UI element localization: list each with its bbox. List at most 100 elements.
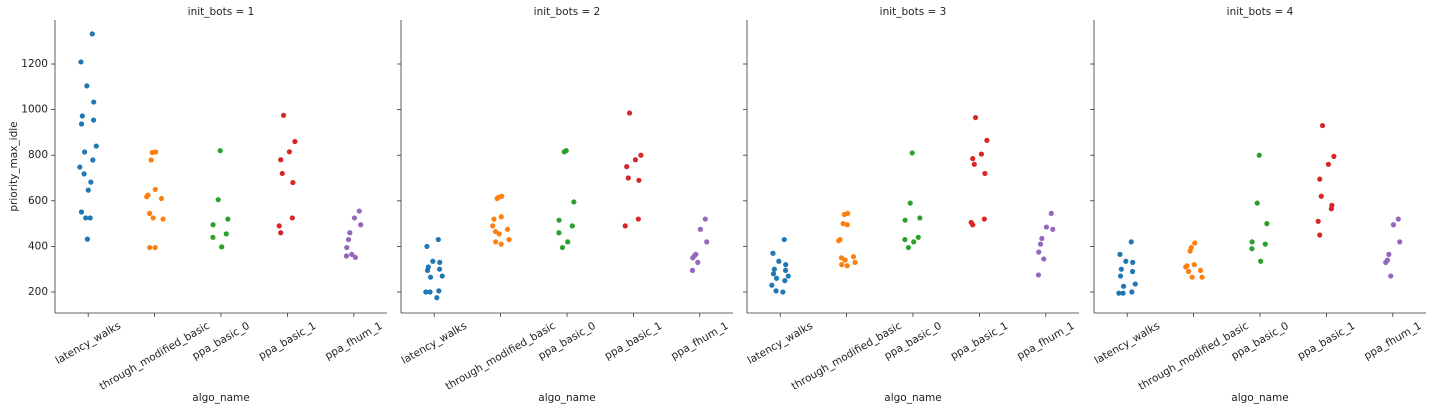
point [427, 289, 433, 295]
point [972, 114, 979, 121]
point [565, 239, 571, 245]
point [351, 215, 358, 221]
x-tick-label: ppa_basic_1 [949, 320, 1011, 363]
point [982, 170, 988, 177]
point [219, 244, 225, 250]
point [1395, 216, 1401, 222]
point [436, 288, 442, 294]
x-axis-label: algo_name [884, 392, 941, 404]
point [78, 59, 84, 65]
point [902, 217, 908, 223]
point [780, 289, 786, 295]
point [494, 195, 500, 202]
point [1249, 246, 1255, 252]
point [839, 262, 845, 268]
point [902, 236, 908, 243]
point [704, 239, 710, 245]
point [836, 238, 842, 244]
point [1318, 193, 1324, 199]
point [149, 149, 155, 156]
x-axis-label: algo_name [538, 392, 595, 404]
point [423, 289, 429, 295]
point [498, 214, 504, 220]
point [286, 149, 293, 155]
point [776, 258, 782, 264]
point [624, 164, 630, 170]
point [695, 259, 701, 265]
point [430, 258, 436, 264]
point [625, 175, 631, 181]
point [147, 244, 153, 251]
point [152, 186, 158, 193]
point [358, 222, 364, 228]
panel-title: init_bots = 2 [534, 6, 601, 18]
point [1397, 239, 1403, 245]
point [225, 216, 231, 222]
point [915, 234, 921, 240]
y-tick-label: 600 [28, 195, 48, 207]
x-tick-label: ppa_basic_1 [1296, 320, 1358, 363]
panel-title: init_bots = 3 [880, 6, 947, 18]
point [144, 194, 150, 200]
point [844, 263, 850, 269]
point [1249, 239, 1255, 245]
point [160, 216, 166, 222]
point [970, 156, 976, 162]
point [771, 266, 777, 272]
point [89, 31, 95, 37]
point [1317, 176, 1323, 182]
point [1118, 266, 1124, 272]
point [783, 262, 789, 268]
point [1199, 274, 1205, 280]
point [1048, 210, 1054, 216]
point [1183, 264, 1189, 270]
y-tick-label: 800 [28, 149, 48, 161]
y-tick-label: 400 [28, 240, 48, 252]
point [852, 259, 858, 265]
x-axis-label: algo_name [1231, 392, 1288, 404]
point [1037, 241, 1044, 247]
x-tick-label: ppa_fhum_1 [1362, 320, 1424, 362]
point [90, 117, 97, 123]
point [785, 273, 791, 279]
point [850, 254, 857, 260]
point [1315, 218, 1321, 224]
point [217, 148, 223, 154]
point [702, 216, 708, 222]
point [87, 215, 93, 221]
point [1035, 272, 1042, 278]
point [984, 137, 990, 143]
point [280, 112, 287, 118]
point [1191, 262, 1197, 268]
point [1317, 232, 1323, 238]
point [504, 226, 511, 232]
point [435, 236, 441, 243]
point [289, 215, 295, 221]
point [439, 273, 445, 279]
point [427, 274, 434, 280]
point [561, 149, 567, 155]
point [424, 267, 431, 273]
point [697, 226, 704, 232]
point [78, 209, 85, 215]
point [1390, 222, 1397, 228]
point [424, 243, 430, 250]
point [981, 216, 987, 222]
point [278, 230, 284, 236]
point [1043, 224, 1050, 230]
x-tick-label: ppa_basic_1 [603, 320, 665, 363]
x-tick-label: latency_walks [399, 320, 468, 367]
x-axis-label: algo_name [192, 392, 249, 404]
y-tick-label: 1200 [21, 58, 48, 70]
point [632, 157, 639, 163]
point [496, 231, 502, 237]
point [498, 241, 504, 247]
point [1116, 290, 1122, 296]
point [782, 267, 789, 273]
y-tick-label: 200 [28, 286, 48, 298]
point [276, 223, 282, 229]
point [770, 271, 777, 277]
point [559, 244, 566, 251]
point [773, 288, 779, 294]
